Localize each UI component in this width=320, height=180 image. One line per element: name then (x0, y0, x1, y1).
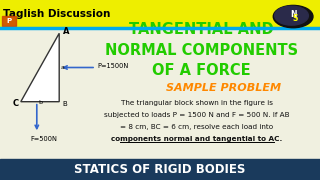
Circle shape (273, 5, 313, 28)
Text: components normal and tangential to AC.: components normal and tangential to AC. (111, 136, 283, 142)
Circle shape (275, 6, 308, 25)
Text: a: a (60, 65, 64, 70)
Text: TANGENTIAL AND: TANGENTIAL AND (129, 22, 274, 37)
Polygon shape (21, 33, 59, 102)
Text: = 8 cm, BC = 6 cm, resolve each load into: = 8 cm, BC = 6 cm, resolve each load int… (120, 124, 273, 130)
Text: STATICS OF RIGID BODIES: STATICS OF RIGID BODIES (74, 163, 246, 176)
Text: A: A (63, 27, 69, 36)
Text: P: P (6, 18, 12, 24)
Text: N: N (290, 10, 296, 19)
Text: NORMAL COMPONENTS: NORMAL COMPONENTS (105, 43, 298, 58)
Text: subjected to loads P = 1500 N and F = 500 N. If AB: subjected to loads P = 1500 N and F = 50… (104, 112, 290, 118)
Text: b: b (39, 100, 43, 105)
Bar (2, 16, 16, 26)
Text: B: B (62, 101, 67, 107)
Text: S: S (292, 14, 298, 23)
Text: Taglish Discussion: Taglish Discussion (3, 9, 111, 19)
Text: C: C (13, 99, 19, 108)
Bar (0, 0, 320, 28)
Text: F=500N: F=500N (30, 136, 57, 142)
Bar (0, 159, 320, 180)
Text: OF A FORCE: OF A FORCE (152, 63, 251, 78)
Text: The triangular block shown in the figure is: The triangular block shown in the figure… (121, 100, 273, 107)
Text: SAMPLE PROBLEM: SAMPLE PROBLEM (166, 83, 282, 93)
Text: P=1500N: P=1500N (98, 63, 129, 69)
